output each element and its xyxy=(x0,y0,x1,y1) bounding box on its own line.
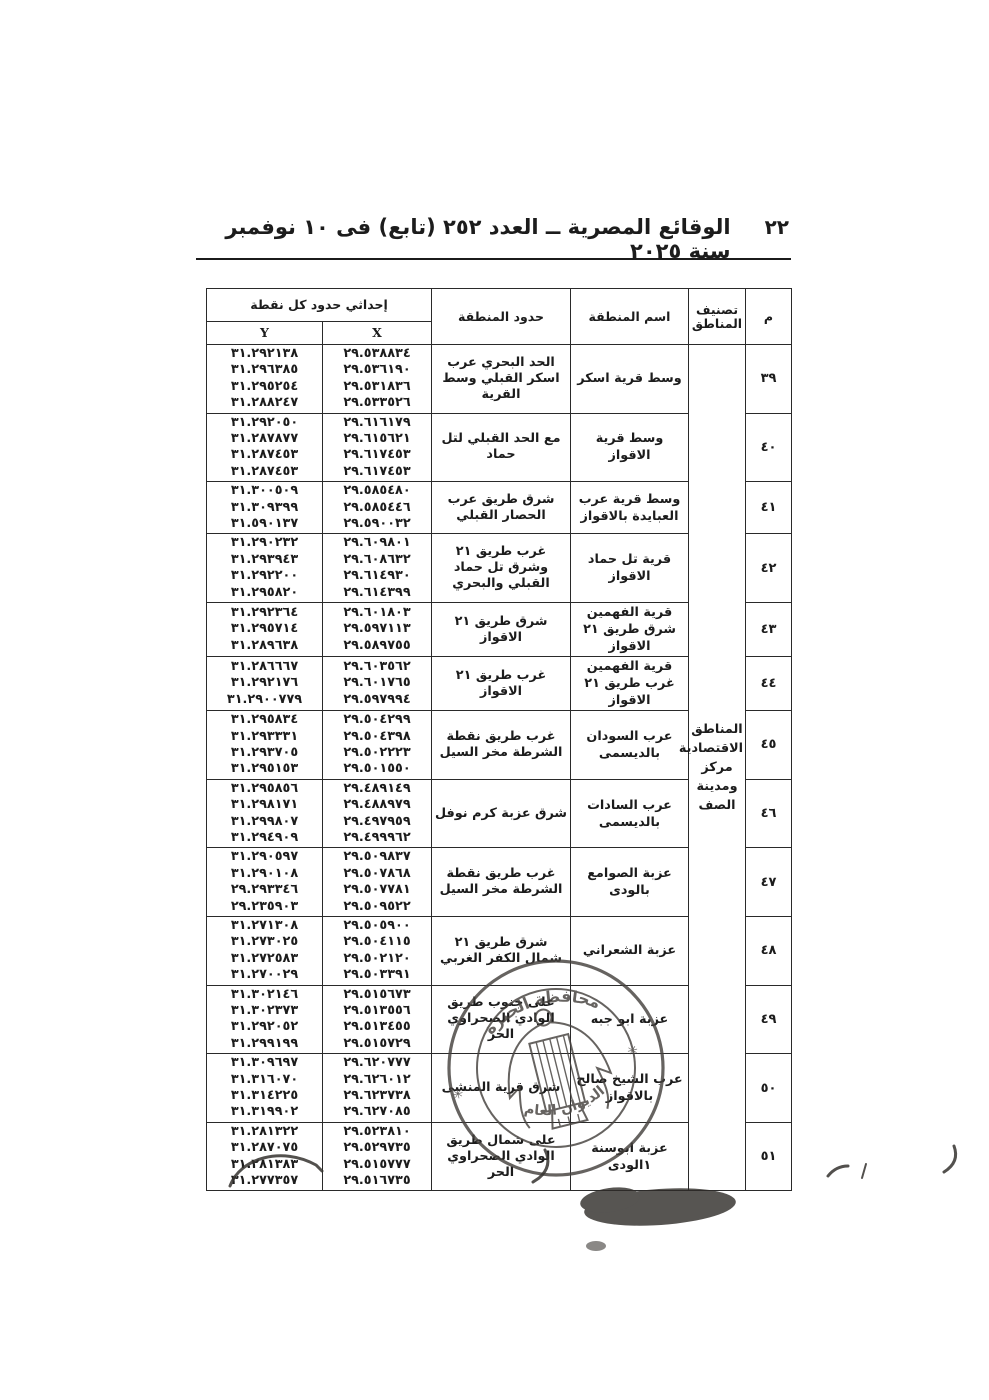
area-name-cell: عرب السادات بالديسمى xyxy=(570,778,689,849)
table-row: ٤٦ عرب السادات بالديسمى شرق عزبة كرم نوف… xyxy=(205,778,792,849)
row-number: ٤٥ xyxy=(745,710,792,780)
boundary-cell: غرب طريق ٢١ الاقواز xyxy=(431,656,571,712)
area-name-cell: وسط قرية اسكر xyxy=(570,344,689,414)
x-values-cell: ٢٩.٦٢٠٧٧٧ ٢٩.٦٢٦٠١٢ ٢٩.٦٢٣٧٣٨ ٢٩.٦٢٧٠٨٥ xyxy=(322,1053,432,1123)
x-values-cell: ٢٩.٤٨٩١٤٩ ٢٩.٤٨٨٩٧٩ ٢٩.٤٩٧٩٥٩ ٢٩.٤٩٩٩٦٢ xyxy=(322,778,432,849)
boundary-cell: مع الحد القبلي لتل حماد xyxy=(431,412,571,483)
boundary-cell: شرق طريق ٢١ الاقواز xyxy=(431,602,571,658)
area-name-cell: عزبة الشعراني xyxy=(570,915,689,986)
x-values-cell: ٢٩.٥٠٥٩٠٠ ٢٩.٥٠٤١١٥ ٢٩.٥٠٢١٢٠ ٢٩.٥٠٣٣٩١ xyxy=(322,915,432,986)
page-title: الوقائع المصرية ــ العدد ٢٥٢ (تابع) فى ١… xyxy=(225,215,731,263)
x-values-cell: ٢٩.٥٢٣٨١٠ ٢٩.٥٢٩٧٣٥ ٢٩.٥١٥٧٧٧ ٢٩.٥١٦٧٣٥ xyxy=(322,1121,432,1192)
table-row: ٤٣ قرية الفهمين شرق طريق ٢١ الاقواز شرق … xyxy=(205,602,792,658)
area-name-cell: عزبة الصوامع بالودى xyxy=(570,847,689,917)
y-values-cell: ٣١.٢٩٥٨٥٦ ٣١.٢٩٨١٧١ ٣١.٢٩٩٨٠٧ ٣١.٢٩٤٩٠٩ xyxy=(205,778,324,849)
y-values-cell: ٣١.٢٩٠٥٩٧ ٣١.٢٩٠١٠٨ ٢٩.٢٩٣٣٤٦ ٢٩.٢٣٥٩٠٣ xyxy=(205,847,324,917)
y-values-cell: ٣١.٢٩٢١٣٨ ٣١.٢٩٦٣٨٥ ٣١.٢٩٥٢٥٤ ٣١.٢٨٨٢٤٧ xyxy=(205,344,324,414)
y-values-cell: ٣١.٢٩٢٠٥٠ ٣١.٢٨٧٨٧٧ ٣١.٢٨٧٤٥٣ ٣١.٢٨٧٤٥٣ xyxy=(205,412,324,483)
y-values-cell: ٣١.٢٨٦٦٦٧ ٣١.٢٩٢١٧٦ ٣١.٢٩٠٠٧٧٩ xyxy=(205,656,324,712)
row-number: ٤٤ xyxy=(745,656,792,712)
row-number: ٤٨ xyxy=(745,915,792,986)
row-number: ٤٦ xyxy=(745,778,792,849)
x-values-cell: ٢٩.٥٠٤٢٩٩ ٢٩.٥٠٤٣٩٨ ٢٩.٥٠٢٢٢٣ ٢٩.٥٠١٥٥٠ xyxy=(322,710,432,780)
boundary-cell: غرب طريق نقطة الشرطة مخر السيل xyxy=(431,710,571,780)
table-row: ٤٧ عزبة الصوامع بالودى غرب طريق نقطة الش… xyxy=(205,847,792,917)
table-row: ٤٤ قرية الفهمين غرب طريق ٢١ الاقواز غرب … xyxy=(205,656,792,712)
area-name-cell: عزبة ابوسنة ١الودى xyxy=(570,1121,689,1192)
zones-coordinates-table: م تصنيف المناطق اسم المنطقة حدود المنطقة… xyxy=(205,288,792,1192)
ink-smudge xyxy=(580,1187,736,1251)
boundary-cell: شرق طريق عرب الحصار القبلي xyxy=(431,481,571,535)
table-row: ٤١ وسط قرية عرب العبايدة بالاقواز شرق طر… xyxy=(205,481,792,535)
boundary-cell: على شمال طريق الوادي الصحراوي الحر xyxy=(431,1121,571,1192)
x-values-cell: ٢٩.٦٠٩٨٠١ ٢٩.٦٠٨٦٣٢ ٢٩.٦١٤٩٣٠ ٢٩.٦١٤٣٩٩ xyxy=(322,533,432,604)
area-name-cell: وسط قرية عرب العبايدة بالاقواز xyxy=(570,481,689,535)
col-header-area-name: اسم المنطقة xyxy=(570,288,689,345)
y-values-cell: ٣١.٣٠٠٥٠٩ ٣١.٣٠٩٣٩٩ ٣١.٥٩٠١٣٧ xyxy=(205,481,324,535)
y-values-cell: ٣١.٢٧١٣٠٨ ٣١.٢٧٣٠٢٥ ٣١.٢٧٢٥٨٣ ٣١.٢٧٠٠٢٩ xyxy=(205,915,324,986)
area-name-cell: عزبة ابو جبه xyxy=(570,984,689,1055)
table-row: ٤٠ وسط قرية الاقواز مع الحد القبلي لتل ح… xyxy=(205,412,792,483)
y-values-cell: ٣١.٢٩٠٢٣٢ ٣١.٢٩٣٩٤٣ ٣١.٢٩٢٢٠٠ ٣١.٢٩٥٨٢٠ xyxy=(205,533,324,604)
col-header-no: م xyxy=(745,288,792,345)
area-name-cell: عرب السودان بالديسمى xyxy=(570,710,689,780)
col-header-y: Y xyxy=(205,321,324,345)
x-values-cell: ٢٩.٥٨٥٤٨٠ ٢٩.٥٨٥٤٤٦ ٢٩.٥٩٠٠٣٢ xyxy=(322,481,432,535)
signature-mark-right-1 xyxy=(826,1164,850,1178)
row-number: ٤٣ xyxy=(745,602,792,658)
boundary-cell: غرب طريق نقطة الشرطة مخر السيل xyxy=(431,847,571,917)
area-name-cell: قرية تل حماد الاقواز xyxy=(570,533,689,604)
signature-mark-right-2 xyxy=(861,1163,867,1179)
area-name-cell: وسط قرية الاقواز xyxy=(570,412,689,483)
x-values-cell: ٢٩.٥١٥٦٧٣ ٢٩.٥١٣٥٥٦ ٢٩.٥١٣٤٥٥ ٢٩.٥١٥٧٢٩ xyxy=(322,984,432,1055)
col-header-coordinates: إحداثي حدود كل نقطة xyxy=(205,288,433,322)
y-values-cell: ٣١.٢٩٢٣٦٤ ٣١.٢٩٥٧١٤ ٣١.٢٨٩٦٣٨ xyxy=(205,602,324,658)
row-number: ٤٧ xyxy=(745,847,792,917)
x-values-cell: ٢٩.٦٠١٨٠٣ ٢٩.٥٩٧١١٣ ٢٩.٥٨٩٧٥٥ xyxy=(322,602,432,658)
x-values-cell: ٢٩.٦٠٣٥٦٢ ٢٩.٦٠١٧٦٥ ٢٩.٥٩٧٩٩٤ xyxy=(322,656,432,712)
table-row: ٣٩ المناطق الاقتصادية مركز ومدينة الصف و… xyxy=(205,343,792,1192)
table-row: ٤٢ قرية تل حماد الاقواز غرب طريق ٢١ وشرق… xyxy=(205,533,792,604)
col-header-classification: تصنيف المناطق xyxy=(688,288,746,345)
x-values-cell: ٢٩.٦١٦١٧٩ ٢٩.٦١٥٦٢١ ٢٩.٦١٧٤٥٣ ٢٩.٦١٧٤٥٣ xyxy=(322,412,432,483)
area-name-cell: قرية الفهمين شرق طريق ٢١ الاقواز xyxy=(570,602,689,658)
y-values-cell: ٣١.٢٨١٣٢٢ ٣١.٢٨٧٠٧٥ ٣١.٢٨١٣٨٣ ٣١.٢٧٧٣٥٧ xyxy=(205,1121,324,1192)
col-header-boundary: حدود المنطقة xyxy=(431,288,571,345)
signature-mark-right-3 xyxy=(942,1144,958,1174)
header-rule xyxy=(196,258,791,260)
boundary-cell: على جنوب طريق الوادي الصحراوي الحر xyxy=(431,984,571,1055)
area-name-cell: عرب الشيخ صالح بالاقواز xyxy=(570,1053,689,1123)
y-values-cell: ٣١.٢٩٥٨٣٤ ٣١.٢٩٣٣٣١ ٣١.٢٩٣٧٠٥ ٣١.٢٩٥١٥٣ xyxy=(205,710,324,780)
y-values-cell: ٣١.٣٠٩٦٩٧ ٣١.٣١٦٠٧٠ ٣١.٣١٤٢٢٥ ٣١.٣١٩٩٠٢ xyxy=(205,1053,324,1123)
boundary-cell: الحد البحري عرب اسكر القبلي وسط القرية xyxy=(431,344,571,414)
area-name-cell: قرية الفهمين غرب طريق ٢١ الاقواز xyxy=(570,656,689,712)
boundary-cell: شرق قرية المنشى xyxy=(431,1053,571,1123)
table-header-row: م تصنيف المناطق اسم المنطقة حدود المنطقة… xyxy=(205,288,792,345)
boundary-cell: غرب طريق ٢١ وشرق تل حماد القبلي والبحري xyxy=(431,533,571,604)
row-number: ٤٠ xyxy=(745,412,792,483)
col-header-x: X xyxy=(322,321,432,345)
table-subheader-row: X Y xyxy=(205,321,791,345)
table-row: ٤٥ عرب السودان بالديسمى غرب طريق نقطة ال… xyxy=(205,710,792,780)
row-number: ٤٢ xyxy=(745,533,792,604)
row-number: ٤٩ xyxy=(745,984,792,1055)
y-values-cell: ٣١.٣٠٢١٤٦ ٣١.٣٠٢٣٧٣ ٣١.٢٩٢٠٥٢ ٣١.٢٩٩١٩٩ xyxy=(205,984,324,1055)
row-number: ٣٩ xyxy=(745,344,792,414)
row-number: ٥٠ xyxy=(745,1053,792,1123)
page-header: ٢٢ الوقائع المصرية ــ العدد ٢٥٢ (تابع) ف… xyxy=(200,215,789,263)
row-number: ٥١ xyxy=(745,1121,792,1192)
x-values-cell: ٢٩.٥٠٩٨٣٧ ٢٩.٥٠٧٨٦٨ ٢٩.٥٠٧٧٨١ ٢٩.٥٠٩٥٢٢ xyxy=(322,847,432,917)
classification-cell: المناطق الاقتصادية مركز ومدينة الصف xyxy=(679,343,746,1192)
page-number: ٢٢ xyxy=(764,215,789,239)
boundary-cell: شرق طريق ٢١ شمال الكفر الغربي xyxy=(431,915,571,986)
row-number: ٤١ xyxy=(745,481,792,535)
boundary-cell: شرق عزبة كرم نوفل xyxy=(431,778,571,849)
x-values-cell: ٢٩.٥٣٨٨٣٤ ٢٩.٥٣٦١٩٠ ٢٩.٥٣١٨٣٦ ٢٩.٥٣٣٥٢٦ xyxy=(322,344,432,414)
